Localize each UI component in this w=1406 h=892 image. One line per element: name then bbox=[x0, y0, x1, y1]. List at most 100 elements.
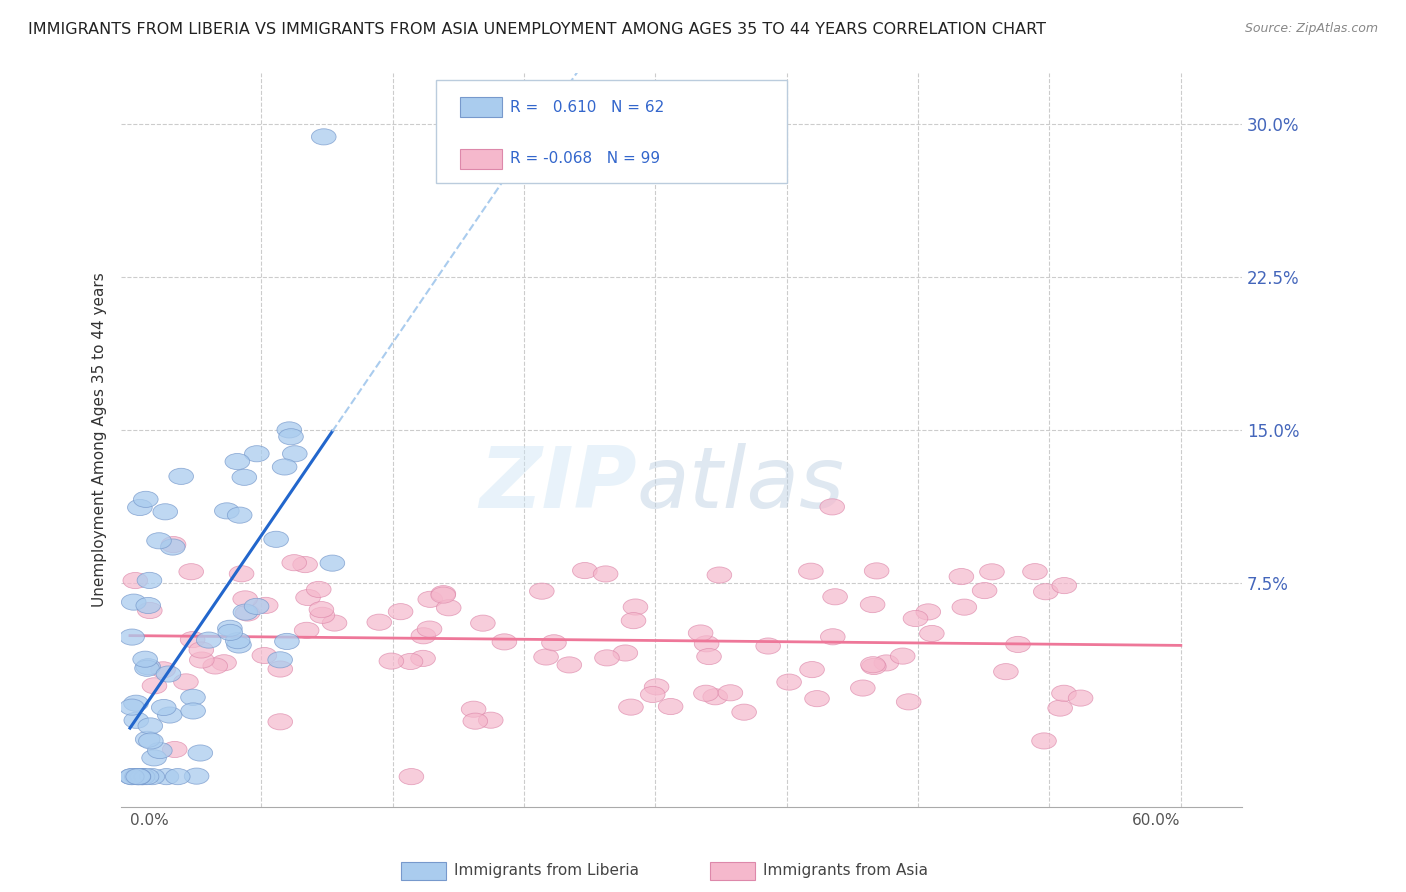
Ellipse shape bbox=[277, 422, 301, 438]
Ellipse shape bbox=[593, 566, 619, 582]
Ellipse shape bbox=[162, 741, 187, 757]
Ellipse shape bbox=[862, 658, 886, 674]
Ellipse shape bbox=[388, 604, 413, 620]
Ellipse shape bbox=[131, 769, 155, 785]
Ellipse shape bbox=[278, 429, 304, 445]
Ellipse shape bbox=[283, 555, 307, 571]
Ellipse shape bbox=[541, 635, 567, 651]
Ellipse shape bbox=[120, 769, 143, 785]
Ellipse shape bbox=[557, 657, 582, 673]
Text: Source: ZipAtlas.com: Source: ZipAtlas.com bbox=[1244, 22, 1378, 36]
Y-axis label: Unemployment Among Ages 35 to 44 years: Unemployment Among Ages 35 to 44 years bbox=[93, 273, 107, 607]
Ellipse shape bbox=[418, 591, 443, 607]
Ellipse shape bbox=[294, 623, 319, 639]
Ellipse shape bbox=[1033, 583, 1059, 599]
Text: ZIP: ZIP bbox=[479, 442, 637, 525]
Ellipse shape bbox=[1069, 690, 1092, 706]
Ellipse shape bbox=[150, 662, 176, 678]
Ellipse shape bbox=[461, 701, 486, 717]
Ellipse shape bbox=[994, 664, 1018, 680]
Ellipse shape bbox=[129, 769, 155, 785]
Ellipse shape bbox=[162, 536, 186, 553]
Ellipse shape bbox=[820, 499, 845, 515]
Ellipse shape bbox=[800, 662, 824, 678]
Ellipse shape bbox=[152, 699, 176, 715]
Ellipse shape bbox=[530, 583, 554, 599]
Ellipse shape bbox=[695, 636, 718, 652]
Ellipse shape bbox=[184, 768, 209, 784]
Ellipse shape bbox=[903, 610, 928, 626]
Ellipse shape bbox=[136, 658, 160, 674]
Ellipse shape bbox=[142, 750, 166, 766]
Ellipse shape bbox=[127, 769, 152, 785]
Text: 60.0%: 60.0% bbox=[1132, 814, 1181, 829]
Ellipse shape bbox=[1005, 636, 1031, 653]
Ellipse shape bbox=[865, 563, 889, 579]
Ellipse shape bbox=[799, 563, 823, 579]
Text: Immigrants from Asia: Immigrants from Asia bbox=[763, 863, 928, 878]
Ellipse shape bbox=[225, 632, 250, 648]
Ellipse shape bbox=[225, 453, 250, 470]
Ellipse shape bbox=[132, 651, 157, 667]
Ellipse shape bbox=[703, 689, 727, 705]
Ellipse shape bbox=[142, 678, 167, 694]
Ellipse shape bbox=[949, 568, 974, 584]
Ellipse shape bbox=[321, 555, 344, 571]
Ellipse shape bbox=[295, 590, 321, 606]
Ellipse shape bbox=[897, 694, 921, 710]
Ellipse shape bbox=[697, 648, 721, 665]
Ellipse shape bbox=[166, 769, 190, 785]
Ellipse shape bbox=[436, 599, 461, 615]
Ellipse shape bbox=[267, 652, 292, 668]
Ellipse shape bbox=[915, 604, 941, 620]
Ellipse shape bbox=[322, 615, 347, 632]
Ellipse shape bbox=[875, 655, 898, 671]
Ellipse shape bbox=[202, 658, 228, 674]
Ellipse shape bbox=[252, 648, 277, 664]
Ellipse shape bbox=[218, 624, 243, 640]
Ellipse shape bbox=[245, 599, 269, 615]
Ellipse shape bbox=[693, 685, 718, 701]
Ellipse shape bbox=[128, 500, 152, 516]
Text: atlas: atlas bbox=[637, 442, 845, 525]
Ellipse shape bbox=[229, 566, 254, 582]
Ellipse shape bbox=[138, 573, 162, 589]
Text: R =   0.610   N = 62: R = 0.610 N = 62 bbox=[510, 100, 665, 114]
Ellipse shape bbox=[689, 625, 713, 641]
Ellipse shape bbox=[492, 634, 517, 650]
Ellipse shape bbox=[228, 507, 252, 524]
Ellipse shape bbox=[226, 637, 252, 653]
Ellipse shape bbox=[1022, 564, 1047, 580]
Ellipse shape bbox=[122, 573, 148, 589]
Ellipse shape bbox=[190, 652, 214, 668]
Ellipse shape bbox=[125, 769, 149, 785]
Text: 0.0%: 0.0% bbox=[129, 814, 169, 829]
Ellipse shape bbox=[595, 649, 619, 666]
Ellipse shape bbox=[1032, 733, 1056, 749]
Ellipse shape bbox=[432, 585, 456, 602]
Ellipse shape bbox=[120, 629, 145, 645]
Ellipse shape bbox=[860, 657, 886, 673]
Ellipse shape bbox=[269, 661, 292, 677]
Ellipse shape bbox=[127, 769, 150, 785]
Ellipse shape bbox=[851, 680, 875, 696]
Ellipse shape bbox=[309, 601, 333, 617]
Ellipse shape bbox=[127, 769, 150, 785]
Ellipse shape bbox=[121, 594, 146, 610]
Ellipse shape bbox=[309, 607, 335, 624]
Ellipse shape bbox=[411, 650, 436, 666]
Ellipse shape bbox=[718, 685, 742, 701]
Ellipse shape bbox=[264, 532, 288, 548]
Ellipse shape bbox=[134, 769, 159, 785]
Ellipse shape bbox=[173, 673, 198, 690]
Ellipse shape bbox=[188, 642, 214, 658]
Ellipse shape bbox=[188, 745, 212, 761]
Ellipse shape bbox=[134, 491, 157, 508]
Ellipse shape bbox=[463, 713, 488, 730]
Ellipse shape bbox=[973, 582, 997, 599]
Ellipse shape bbox=[707, 567, 731, 583]
Ellipse shape bbox=[169, 468, 194, 484]
Ellipse shape bbox=[731, 704, 756, 720]
Ellipse shape bbox=[534, 648, 558, 665]
Ellipse shape bbox=[621, 613, 645, 629]
